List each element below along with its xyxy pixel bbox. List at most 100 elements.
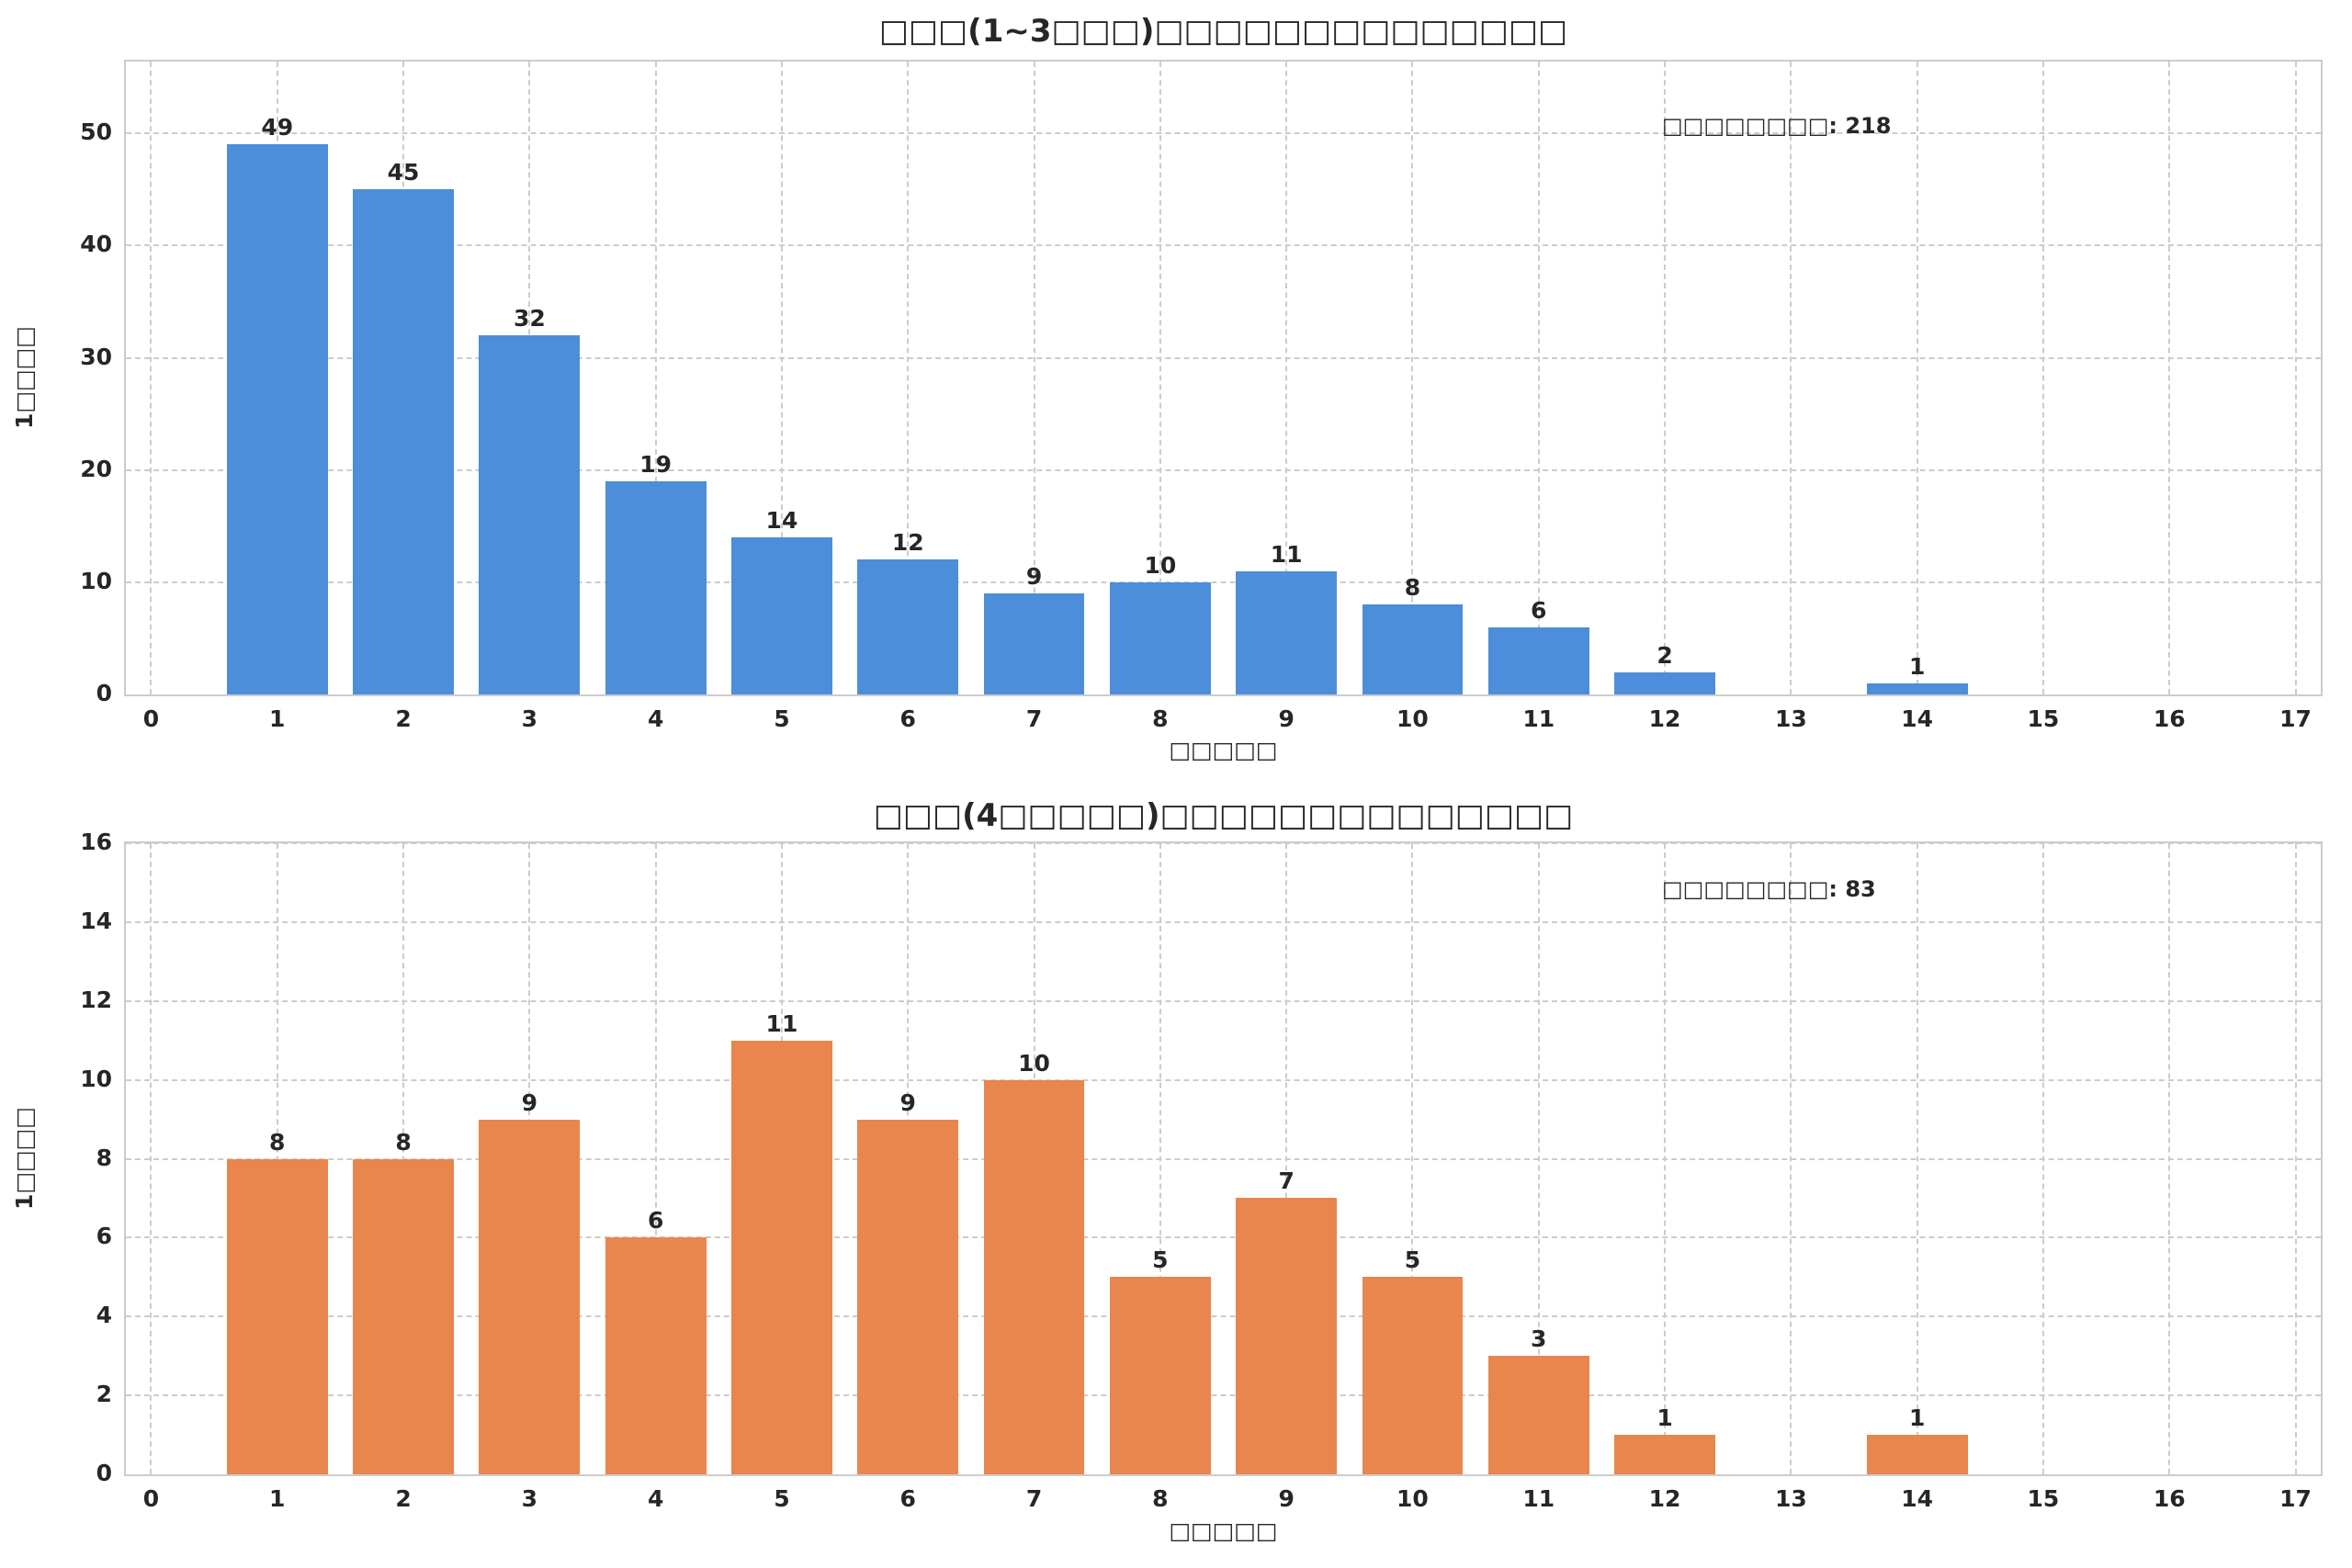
y-tick-label: 10 bbox=[80, 567, 112, 594]
bar-value-label: 9 bbox=[521, 1089, 538, 1116]
bar-value-label: 10 bbox=[1018, 1049, 1050, 1077]
v-gridline bbox=[907, 62, 910, 694]
bar bbox=[857, 559, 959, 694]
bar bbox=[353, 189, 454, 694]
bar bbox=[857, 1119, 959, 1474]
h-gridline bbox=[126, 842, 2321, 844]
x-tick-label: 17 bbox=[2279, 705, 2312, 732]
bar bbox=[1866, 682, 1968, 694]
x-tick-label: 9 bbox=[1278, 705, 1295, 732]
top-chart: □□□(1~3□□□)□□□□□□□□□□□□□□ □□□□□□□□: 218 … bbox=[11, 13, 2323, 763]
bar bbox=[1487, 626, 1589, 694]
bar bbox=[731, 536, 832, 694]
bar bbox=[226, 1158, 328, 1474]
bar-value-label: 9 bbox=[1025, 563, 1043, 591]
y-tick-label: 30 bbox=[80, 343, 112, 370]
h-gridline bbox=[126, 1315, 2321, 1318]
bar bbox=[731, 1040, 832, 1474]
bar-value-label: 2 bbox=[1657, 641, 1673, 669]
bar bbox=[983, 1079, 1085, 1474]
x-tick-label: 12 bbox=[1648, 1485, 1681, 1512]
bar bbox=[983, 593, 1085, 694]
bar-value-label: 49 bbox=[261, 114, 294, 141]
x-tick-label: 7 bbox=[1025, 705, 1043, 732]
x-tick-label: 4 bbox=[647, 1485, 664, 1512]
bar bbox=[479, 1119, 581, 1474]
bar-value-label: 1 bbox=[1908, 652, 1926, 680]
x-tick-label: 5 bbox=[774, 705, 790, 732]
chart-title: □□□(1~3□□□)□□□□□□□□□□□□□□ bbox=[878, 13, 1568, 50]
bar-value-label: 6 bbox=[647, 1207, 664, 1235]
v-gridline bbox=[150, 62, 153, 694]
x-tick-label: 1 bbox=[269, 1485, 286, 1512]
y-tick-label: 4 bbox=[96, 1302, 112, 1329]
x-tick-label: 4 bbox=[647, 705, 664, 732]
y-tick-label: 2 bbox=[96, 1381, 112, 1408]
bar-value-label: 10 bbox=[1144, 551, 1177, 579]
bar bbox=[479, 335, 581, 694]
y-tick-label: 16 bbox=[80, 829, 112, 855]
bar bbox=[1362, 604, 1464, 694]
y-axis-label: 1□□□□ bbox=[11, 1107, 38, 1210]
x-tick-label: 13 bbox=[1774, 1485, 1807, 1512]
x-tick-label: 12 bbox=[1648, 705, 1681, 732]
x-tick-label: 11 bbox=[1522, 705, 1555, 732]
x-tick-label: 11 bbox=[1522, 1485, 1555, 1512]
y-tick-label: 20 bbox=[80, 455, 112, 482]
bar bbox=[605, 1237, 707, 1474]
h-gridline bbox=[126, 1157, 2321, 1160]
bar bbox=[1236, 570, 1338, 694]
bar bbox=[1109, 1277, 1211, 1474]
x-tick-label: 16 bbox=[2153, 1485, 2186, 1512]
bar-value-label: 14 bbox=[765, 506, 798, 534]
bar-value-label: 5 bbox=[1404, 1247, 1421, 1274]
v-gridline bbox=[1285, 62, 1288, 694]
v-gridline bbox=[1664, 62, 1667, 694]
y-tick-label: 8 bbox=[96, 1144, 112, 1171]
v-gridline bbox=[1537, 62, 1540, 694]
x-tick-label: 7 bbox=[1025, 1485, 1043, 1512]
h-gridline bbox=[126, 468, 2321, 471]
chart-title: □□□(4□□□□□)□□□□□□□□□□□□□□ bbox=[873, 797, 1574, 834]
bar-value-label: 5 bbox=[1152, 1247, 1169, 1274]
bar bbox=[1362, 1277, 1464, 1474]
x-tick-label: 14 bbox=[1901, 1485, 1934, 1512]
x-tick-label: 13 bbox=[1774, 705, 1807, 732]
x-tick-label: 17 bbox=[2279, 1485, 2312, 1512]
h-gridline bbox=[126, 999, 2321, 1002]
v-gridline bbox=[1411, 62, 1414, 694]
bar-value-label: 6 bbox=[1531, 596, 1547, 624]
v-gridline bbox=[2041, 62, 2044, 694]
x-tick-label: 3 bbox=[521, 705, 538, 732]
bar bbox=[1614, 671, 1715, 694]
h-gridline bbox=[126, 1236, 2321, 1239]
bar-value-label: 7 bbox=[1278, 1168, 1295, 1195]
y-tick-label: 40 bbox=[80, 231, 112, 258]
total-annotation: □□□□□□□□: 218 bbox=[1662, 113, 1892, 139]
bar-value-label: 11 bbox=[765, 1010, 798, 1037]
h-gridline bbox=[126, 132, 2321, 135]
bar-value-label: 45 bbox=[387, 159, 420, 186]
x-tick-label: 16 bbox=[2153, 705, 2186, 732]
bar-value-label: 12 bbox=[891, 529, 924, 557]
x-tick-label: 1 bbox=[269, 705, 286, 732]
total-annotation: □□□□□□□□: 83 bbox=[1662, 876, 1876, 902]
x-tick-label: 2 bbox=[395, 1485, 412, 1512]
plot-area: □□□□□□□□: 83 0 1 2 3 4 5 6 7 8 9 10 11 12 13 14 15 16 17 0… bbox=[80, 829, 2323, 1512]
bar-value-label: 1 bbox=[1657, 1404, 1673, 1432]
x-tick-label: 15 bbox=[2027, 1485, 2060, 1512]
bar-value-label: 32 bbox=[513, 305, 546, 333]
y-tick-label: 6 bbox=[96, 1223, 112, 1250]
h-gridline bbox=[126, 244, 2321, 247]
x-tick-label: 6 bbox=[899, 1485, 916, 1512]
bar bbox=[226, 144, 328, 694]
y-tick-label: 0 bbox=[96, 680, 112, 706]
bar-value-label: 1 bbox=[1908, 1404, 1926, 1432]
bottom-chart: □□□(4□□□□□)□□□□□□□□□□□□□□ □□□□□□□□: 83 0… bbox=[0, 788, 2352, 1568]
v-gridline bbox=[2168, 62, 2171, 694]
bar bbox=[1236, 1198, 1338, 1474]
h-gridline bbox=[126, 1078, 2321, 1081]
bar bbox=[1866, 1435, 1968, 1474]
h-gridline bbox=[126, 1394, 2321, 1397]
y-tick-label: 0 bbox=[96, 1460, 112, 1486]
